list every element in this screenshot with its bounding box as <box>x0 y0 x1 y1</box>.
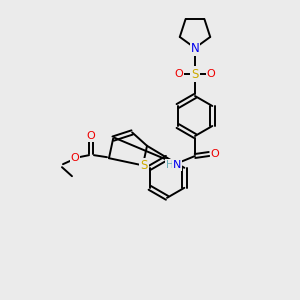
Text: N: N <box>190 41 200 55</box>
Text: O: O <box>175 69 183 79</box>
Text: O: O <box>207 69 215 79</box>
Text: O: O <box>211 149 219 159</box>
Text: O: O <box>87 131 95 141</box>
Text: N: N <box>173 160 181 170</box>
Text: S: S <box>140 159 148 172</box>
Text: S: S <box>191 68 199 80</box>
Text: H: H <box>166 160 174 170</box>
Text: O: O <box>70 153 80 163</box>
